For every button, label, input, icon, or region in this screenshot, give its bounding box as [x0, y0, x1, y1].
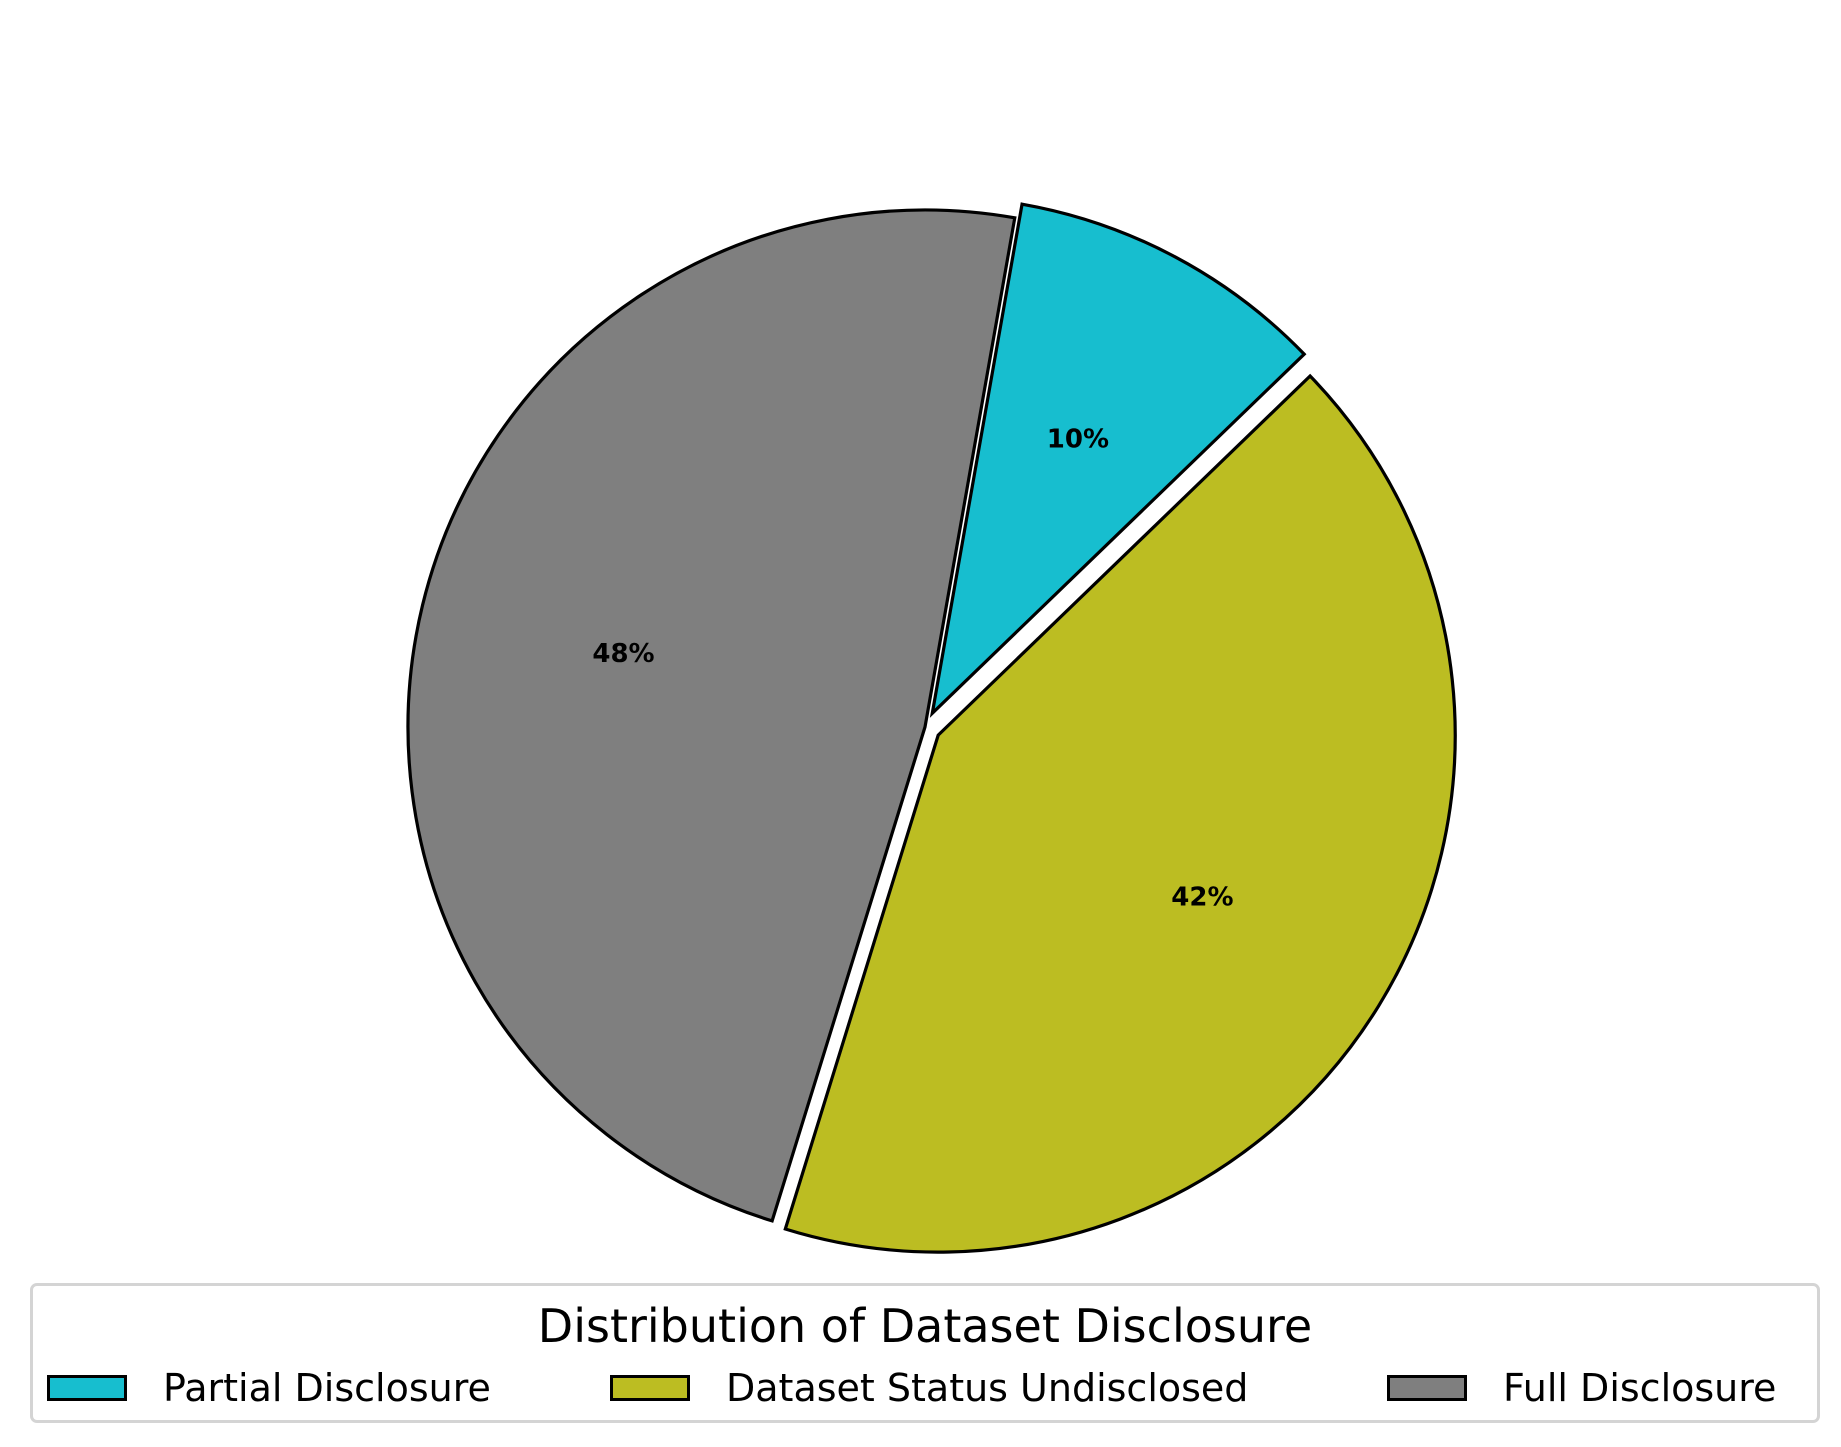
- legend-label-partial-disclosure: Partial Disclosure: [163, 1366, 491, 1410]
- legend: Distribution of Dataset Disclosure Parti…: [30, 1283, 1820, 1423]
- legend-label-dataset-status-undisclosed: Dataset Status Undisclosed: [726, 1366, 1249, 1410]
- pie-label-full-disclosure: 48%: [592, 639, 654, 669]
- legend-swatch-dataset-status-undisclosed: [610, 1375, 690, 1401]
- pie-slice-partial-disclosure: [929, 202, 1307, 718]
- legend-title: Distribution of Dataset Disclosure: [537, 1299, 1313, 1353]
- legend-entry-dataset-status-undisclosed: Dataset Status Undisclosed: [610, 1366, 1248, 1410]
- legend-label-full-disclosure: Full Disclosure: [1503, 1366, 1777, 1410]
- legend-swatch-full-disclosure: [1387, 1375, 1467, 1401]
- legend-entry-full-disclosure: Full Disclosure: [1387, 1366, 1776, 1410]
- pie-label-dataset-status-undisclosed: 42%: [1171, 883, 1233, 913]
- legend-swatch-partial-disclosure: [47, 1375, 127, 1401]
- pie-slices: [406, 202, 1457, 1254]
- pie-label-partial-disclosure: 10%: [1047, 424, 1109, 454]
- pie-slice-full-disclosure: [406, 208, 1017, 1223]
- pie-labels: 10% 42% 48%: [592, 424, 1233, 912]
- legend-entry-partial-disclosure: Partial Disclosure: [47, 1366, 491, 1410]
- pie-slice-dataset-status-undisclosed: [783, 373, 1457, 1254]
